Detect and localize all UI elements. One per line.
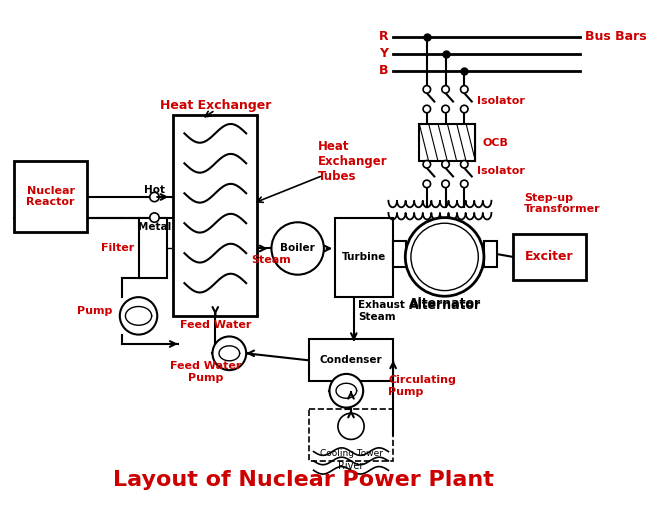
Bar (335, 218, 393, 297)
Bar (513, 234, 586, 281)
Text: Feed Water
Pump: Feed Water Pump (170, 361, 241, 383)
Text: Steam: Steam (252, 254, 291, 265)
Text: Layout of Nuclear Power Plant: Layout of Nuclear Power Plant (114, 470, 494, 490)
Circle shape (423, 86, 430, 93)
Circle shape (461, 180, 468, 188)
Text: Isolator: Isolator (478, 166, 525, 176)
Circle shape (150, 213, 159, 222)
Text: OCB: OCB (482, 137, 508, 148)
Text: Pump: Pump (77, 306, 112, 316)
Circle shape (442, 105, 449, 113)
Text: Isolator: Isolator (478, 96, 525, 106)
Circle shape (330, 374, 363, 408)
Bar (138, 218, 167, 278)
Text: Heat
Exchanger
Tubes: Heat Exchanger Tubes (318, 140, 388, 183)
Text: Condenser: Condenser (320, 355, 382, 365)
Circle shape (423, 160, 430, 168)
Text: Filter: Filter (101, 243, 134, 253)
Circle shape (461, 160, 468, 168)
Text: River: River (338, 460, 363, 471)
Text: Alternator: Alternator (409, 299, 481, 312)
Bar (309, 409, 393, 461)
Text: B: B (379, 64, 389, 77)
Circle shape (405, 218, 484, 296)
Circle shape (423, 180, 430, 188)
Bar (419, 124, 476, 161)
Text: Step-up
Transformer: Step-up Transformer (524, 193, 601, 214)
Bar (14, 161, 87, 231)
Bar (393, 241, 406, 267)
Text: Cooling Tower: Cooling Tower (319, 449, 382, 458)
Text: Hot: Hot (144, 184, 165, 195)
Bar (309, 339, 393, 381)
Bar (484, 241, 497, 267)
Text: Circulating
Pump: Circulating Pump (389, 375, 456, 397)
Circle shape (423, 105, 430, 113)
Text: Feed Water: Feed Water (180, 320, 251, 330)
Text: Exciter: Exciter (525, 250, 574, 263)
Circle shape (411, 223, 478, 291)
Text: Heat Exchanger: Heat Exchanger (160, 99, 271, 112)
Text: Y: Y (380, 48, 389, 60)
Text: Turbine: Turbine (342, 252, 386, 262)
Circle shape (442, 160, 449, 168)
Circle shape (271, 222, 324, 275)
Text: Alternator: Alternator (409, 297, 481, 310)
Text: Exhaust
Steam: Exhaust Steam (358, 300, 406, 322)
Text: Nuclear
Reactor: Nuclear Reactor (27, 185, 75, 207)
Circle shape (338, 413, 364, 439)
Circle shape (150, 192, 159, 202)
Circle shape (442, 180, 449, 188)
Text: Metal: Metal (138, 222, 171, 232)
Text: R: R (379, 31, 389, 43)
Circle shape (461, 105, 468, 113)
Circle shape (212, 336, 246, 370)
Text: Bus Bars: Bus Bars (585, 31, 646, 43)
Circle shape (461, 86, 468, 93)
Circle shape (442, 86, 449, 93)
Bar (173, 114, 258, 316)
Text: Boiler: Boiler (280, 243, 315, 253)
Circle shape (120, 297, 157, 335)
